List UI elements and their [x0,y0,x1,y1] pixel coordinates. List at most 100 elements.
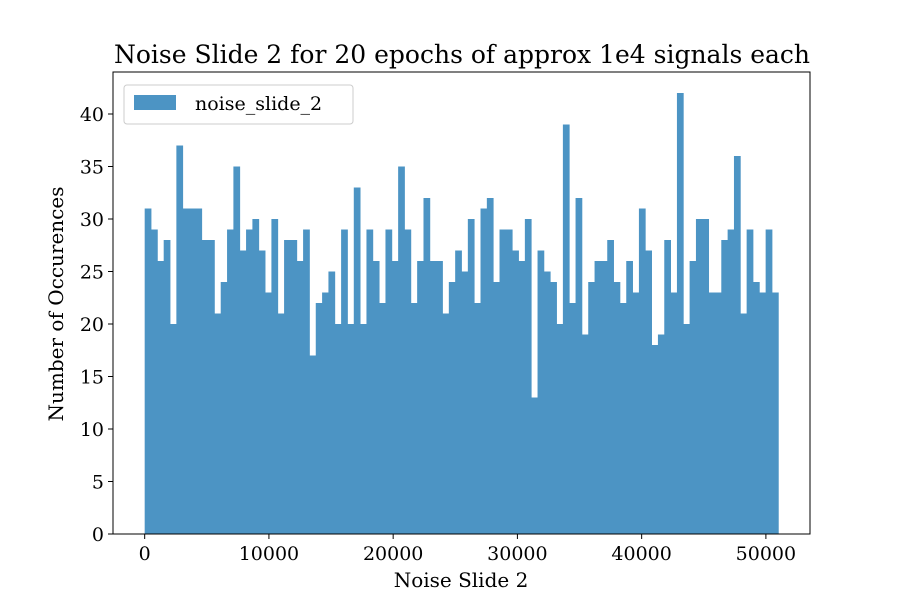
histogram-bar [670,292,678,534]
histogram-bar [391,261,399,534]
histogram-bar [759,292,767,534]
plot-frame [112,71,811,535]
y-tick-label: 15 [80,367,104,389]
histogram-bar [290,240,298,534]
histogram-bar [277,313,285,534]
y-tick-label: 0 [92,524,104,546]
histogram-bar [524,219,532,534]
histogram-bar [765,229,773,534]
histogram-bar [227,229,234,534]
histogram-bar [429,261,437,534]
histogram-bar [512,250,519,534]
histogram-bar [372,261,380,534]
histogram-bar [505,229,513,534]
histogram-bar [499,229,507,534]
histogram-bar [632,292,640,534]
histogram-bar [423,198,431,534]
histogram-bar [569,303,576,534]
histogram-bar [448,282,456,534]
histogram-bar [619,303,627,534]
axes-group: 0 10000 20000 30000 40000 50000 0 5 10 15 20 25 30 35… [80,71,811,565]
histogram-bar [689,261,697,534]
histogram-bar [543,271,551,534]
histogram-bar [708,292,716,534]
histogram-bar [493,282,500,534]
histogram-bar [613,282,621,534]
histogram-bar [771,292,779,534]
y-tick-label: 10 [80,419,104,441]
histogram-bar [556,324,564,534]
histogram-bar [638,208,646,534]
histogram-bar [195,208,203,534]
histogram-bar [645,250,652,534]
histogram-bar [265,292,272,534]
histogram-bar [182,208,190,534]
histogram-bar [651,345,659,534]
histogram-bar [220,282,228,534]
histogram-bar [385,229,393,534]
histogram-bar [467,219,475,534]
y-tick-label: 30 [80,209,104,231]
legend-label: noise_slide_2 [195,93,322,115]
histogram-bar [562,124,570,534]
histogram-bar [163,240,171,534]
y-tick-label: 20 [80,314,104,336]
histogram-bar [474,303,481,534]
x-tick-label: 20000 [363,543,423,565]
histogram-bar [518,261,526,534]
histogram-bar [334,324,342,534]
histogram-bar [189,208,196,534]
histogram-bar [341,229,348,534]
histogram-bar [322,292,329,534]
histogram-bar [353,187,361,534]
histogram-bar [486,198,494,534]
bars-group [144,93,779,534]
histogram-bar [575,198,583,534]
histogram-bar [550,282,557,534]
histogram-bar [214,313,222,534]
histogram-bar [733,156,741,534]
x-axis-label: Noise Slide 2 [394,568,529,592]
histogram-bar [683,324,691,534]
y-tick-label: 35 [80,157,104,179]
x-tick-label: 40000 [611,543,671,565]
histogram-bar [442,313,450,534]
histogram-bar [702,219,710,534]
histogram-bar [252,219,260,534]
histogram-bar [594,261,602,534]
x-tick-label: 30000 [487,543,547,565]
y-axis-label: Number of Occurences [44,187,68,422]
histogram-bar [531,397,538,534]
histogram-bar [303,229,310,534]
histogram-bar [721,240,729,534]
chart-title: Noise Slide 2 for 20 epochs of approx 1e… [114,40,810,69]
histogram-bar [695,219,703,534]
histogram-bar [151,229,158,534]
histogram-bar [581,334,589,534]
histogram-bar [436,261,443,534]
histogram-bar [398,166,405,534]
histogram-bar [233,166,241,534]
histogram-bar [607,240,614,534]
histogram-bar [600,261,608,534]
y-tick-label: 5 [92,472,104,494]
histogram-bar [588,282,595,534]
histogram-bar [271,219,279,534]
histogram-bar [379,303,386,534]
histogram-bar [480,208,488,534]
histogram-bar [239,250,247,534]
legend-frame [123,84,354,125]
histogram-bar [360,324,367,534]
histogram-bar [296,261,304,534]
histogram-bar [752,282,760,534]
histogram-bar [347,324,355,534]
y-tick-label: 40 [80,104,104,126]
histogram-bar [626,261,633,534]
histogram-bar [201,240,209,534]
histogram-bar [657,334,665,534]
x-tick-label: 50000 [736,543,796,565]
histogram-bar [676,93,684,534]
histogram-bar [417,261,424,534]
histogram-bar [727,229,735,534]
